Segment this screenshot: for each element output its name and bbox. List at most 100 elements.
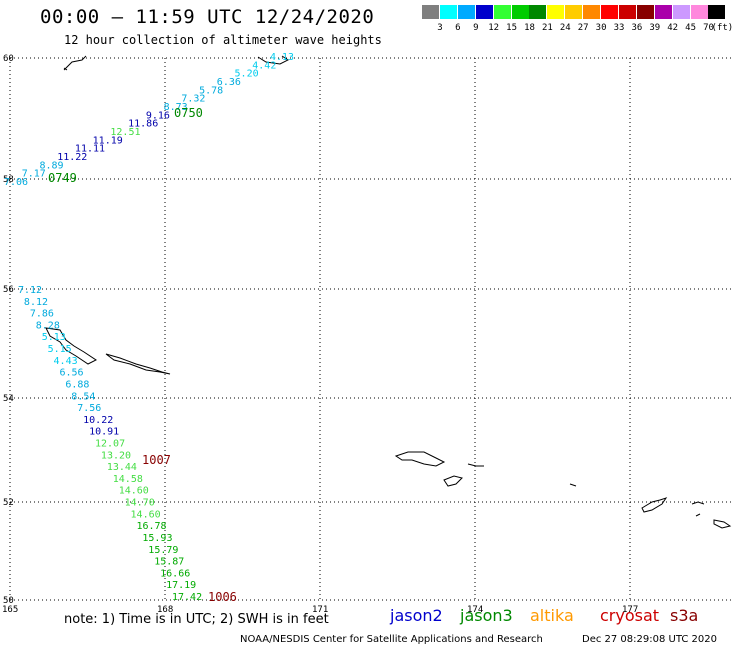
swh-value-label: 7.86 — [30, 309, 54, 320]
legend-swatch — [529, 5, 547, 19]
timestamp: Dec 27 08:29:08 UTC 2020 — [582, 634, 717, 645]
swh-value-label: 11.86 — [128, 119, 158, 130]
swh-value-label: 8.73 — [164, 102, 188, 113]
swh-value-label: 5.15 — [48, 344, 72, 355]
swh-value-label: 8.54 — [71, 391, 95, 402]
lat-label: 50 — [3, 596, 14, 606]
pass-time-label: 0749 — [48, 171, 77, 185]
swh-value-label: 13.20 — [101, 450, 131, 461]
swh-value-label: 8.12 — [24, 297, 48, 308]
credit-line: NOAA/NESDIS Center for Satellite Applica… — [240, 634, 543, 645]
swh-value-label: 5.78 — [199, 85, 223, 96]
legend-label: 45 — [685, 23, 697, 33]
legend-swatch — [457, 5, 475, 19]
coastline — [467, 463, 484, 467]
lon-label: 171 — [312, 605, 328, 615]
swh-value-label: 6.36 — [217, 77, 241, 88]
swh-value-label: 15.79 — [148, 545, 178, 556]
swh-value-label: 12.51 — [110, 127, 140, 138]
lat-label: 56 — [3, 285, 14, 295]
swh-value-label: 9.16 — [146, 110, 170, 121]
satellite-name: jason3 — [460, 606, 513, 625]
legend-swatch — [422, 5, 439, 19]
coastline — [443, 475, 463, 487]
legend-swatch — [601, 5, 618, 19]
swh-value-label: 7.32 — [181, 94, 205, 105]
swh-value-label: 10.22 — [83, 415, 113, 426]
legend-swatch — [439, 5, 457, 19]
legend-label: 42 — [667, 23, 679, 33]
swh-value-label: 14.70 — [125, 498, 155, 509]
legend-unit: (ft) — [711, 23, 734, 33]
legend-label: 36 — [631, 23, 643, 33]
lon-label: 168 — [157, 605, 173, 615]
swh-value-label: 17.42 — [172, 592, 202, 603]
legend-swatch — [636, 5, 654, 19]
coastline — [105, 353, 171, 375]
legend-label: 70 — [703, 23, 714, 33]
legend-swatch — [493, 5, 511, 19]
lat-label: 54 — [3, 394, 14, 404]
map-title: 00:00 – 11:59 UTC 12/24/2020 — [40, 6, 375, 28]
swh-value-label: 16.78 — [136, 521, 166, 532]
swh-value-label: 4.13 — [270, 52, 294, 63]
legend-swatch — [690, 5, 708, 19]
swh-value-label: 4.42 — [252, 60, 276, 71]
swh-value-label: 17.19 — [166, 580, 196, 591]
satellite-name: cryosat — [600, 606, 660, 625]
swh-value-label: 7.12 — [18, 285, 42, 296]
legend-swatch — [583, 5, 601, 19]
lat-label: 60 — [3, 54, 14, 64]
coastline — [569, 483, 577, 487]
legend-label: 9 — [473, 23, 479, 33]
legend-label: 12 — [488, 23, 500, 33]
swh-value-label: 7.56 — [77, 403, 101, 414]
legend-label: 33 — [613, 23, 625, 33]
footnote: note: 1) Time is in UTC; 2) SWH is in fe… — [64, 612, 329, 627]
swh-value-label: 4.43 — [54, 356, 78, 367]
coastline — [45, 327, 97, 365]
legend-swatch — [565, 5, 583, 19]
lon-label: 174 — [467, 605, 483, 615]
swh-value-label: 11.19 — [93, 135, 123, 146]
legend-swatch — [547, 5, 565, 19]
lat-label: 52 — [3, 498, 14, 508]
coastline — [63, 55, 87, 71]
legend-label: 18 — [524, 23, 535, 33]
legend-label: 24 — [559, 23, 571, 33]
legend-swatch — [475, 5, 493, 19]
legend-swatch — [654, 5, 672, 19]
legend-label: 39 — [649, 23, 661, 33]
coastline — [691, 501, 705, 505]
legend-swatch — [618, 5, 636, 19]
legend-label: 27 — [577, 23, 589, 33]
legend-label: 30 — [595, 23, 607, 33]
swh-value-label: 14.58 — [113, 474, 143, 485]
coastline — [394, 451, 446, 467]
legend-swatch — [672, 5, 690, 19]
swh-value-label: 5.20 — [235, 69, 259, 80]
swh-value-label: 14.60 — [119, 486, 149, 497]
swh-value-label: 5.13 — [42, 332, 66, 343]
swh-value-label: 16.66 — [160, 568, 190, 579]
coastline — [257, 55, 289, 65]
swh-value-label: 15.93 — [142, 533, 172, 544]
swh-value-label: 7.17 — [22, 169, 46, 180]
coastline — [713, 519, 732, 529]
legend-swatch — [708, 5, 726, 19]
swh-value-label: 8.28 — [36, 320, 60, 331]
legend-label: 3 — [437, 23, 443, 33]
satellite-name: altika — [530, 606, 574, 625]
coastline — [641, 497, 668, 513]
swh-value-label: 6.56 — [59, 368, 83, 379]
pass-time-label: 1006 — [208, 590, 237, 604]
swh-value-label: 10.91 — [89, 427, 119, 438]
map-subtitle: 12 hour collection of altimeter wave hei… — [64, 33, 382, 47]
swh-value-label: 12.07 — [95, 439, 125, 450]
satellite-name: jason2 — [390, 606, 443, 625]
lon-label: 165 — [2, 605, 18, 615]
legend-label: 21 — [541, 23, 553, 33]
coastline — [695, 513, 701, 517]
legend-label: 15 — [506, 23, 518, 33]
